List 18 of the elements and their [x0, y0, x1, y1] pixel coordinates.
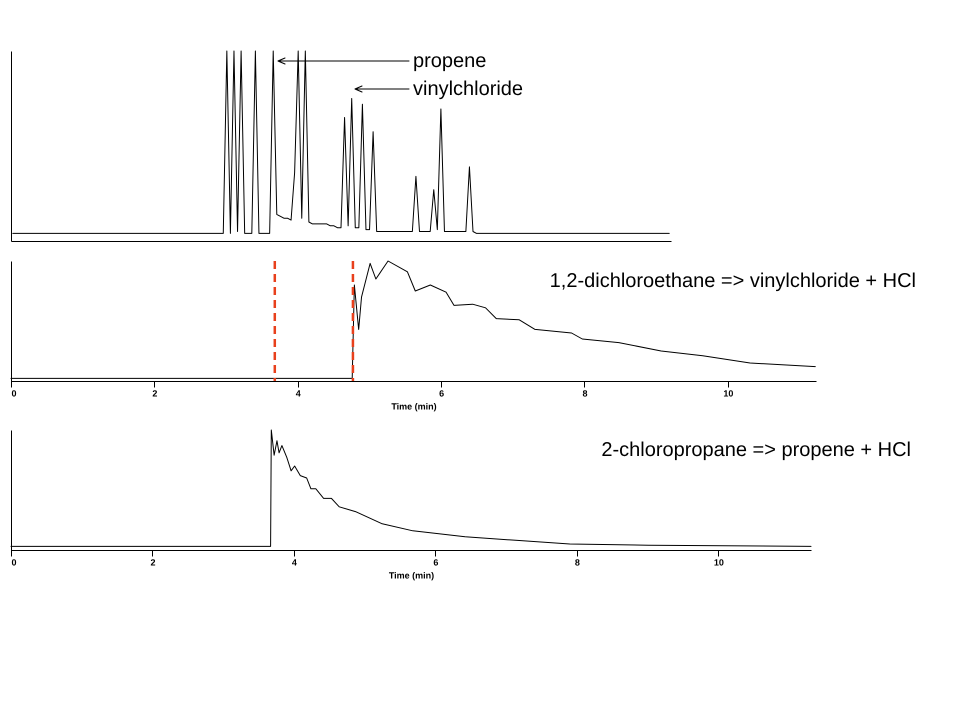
- x-tick-label: 8: [582, 388, 588, 398]
- annotation: 1,2-dichloroethane => vinylchloride + HCl: [550, 270, 916, 292]
- x-axis-title: Time (min): [388, 570, 434, 580]
- annotation: 2-chloropropane => propene + HCl: [601, 439, 911, 461]
- x-tick-label: 10: [723, 388, 734, 398]
- x-tick-label: 4: [296, 388, 301, 398]
- x-axis-title: Time (min): [391, 402, 437, 412]
- x-tick-label: 0: [12, 558, 17, 568]
- x-tick-label: 6: [439, 388, 444, 398]
- x-tick-label: 10: [714, 558, 724, 568]
- x-tick-label: 6: [433, 558, 438, 568]
- x-tick-label: 0: [12, 388, 17, 398]
- x-tick-label: 2: [150, 558, 156, 568]
- x-tick-label: 4: [292, 558, 297, 568]
- x-tick-label: 8: [574, 558, 580, 568]
- annotation: propene: [413, 50, 486, 72]
- x-tick-label: 2: [152, 388, 158, 398]
- annotation: vinylchloride: [413, 78, 524, 100]
